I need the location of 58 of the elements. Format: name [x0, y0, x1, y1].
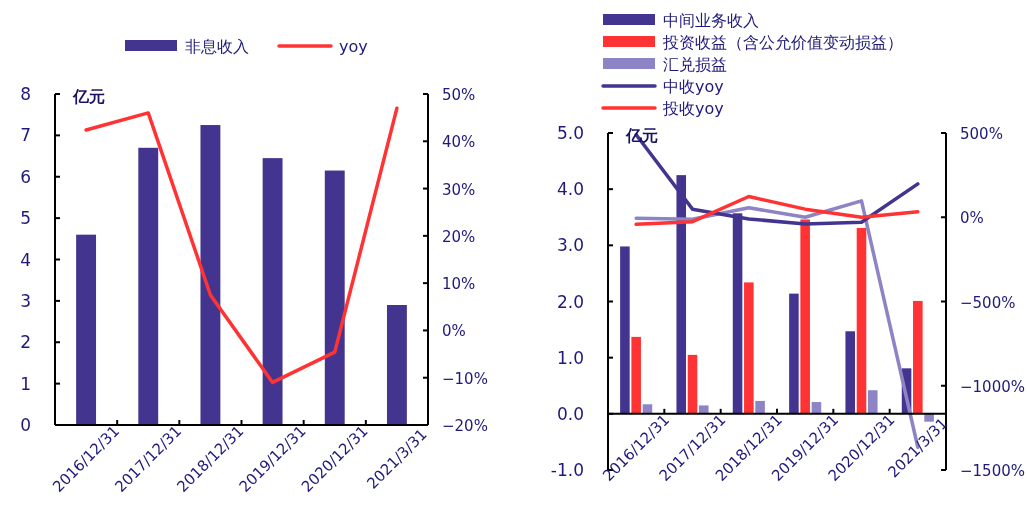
- bar: [76, 234, 97, 425]
- bar: [913, 300, 923, 414]
- bar: [200, 125, 221, 425]
- y2-tick-label: 10%: [442, 275, 476, 294]
- legend-label: 投资收益（含公允价值变动损益）: [662, 33, 903, 52]
- y-tick-label: 6: [20, 166, 31, 187]
- y-tick-label: 2: [20, 332, 31, 353]
- y-tick-label: -1.0: [550, 460, 584, 480]
- bar: [324, 170, 345, 425]
- bar: [789, 293, 799, 414]
- y2-tick-label: 50%: [442, 86, 476, 104]
- y-tick-label: 0: [20, 415, 31, 435]
- legend-label: 中间业务收入: [663, 11, 759, 30]
- y2-tick-label: −500%: [960, 293, 1016, 312]
- legend-label: 投收yoy: [662, 99, 724, 118]
- bar: [698, 405, 709, 414]
- y-tick-label: 4: [20, 249, 31, 270]
- y2-tick-label: 40%: [442, 133, 476, 152]
- y2-tick-label: −1500%: [960, 462, 1025, 480]
- y-tick-label: 5.0: [556, 123, 584, 143]
- line-series: [634, 194, 920, 227]
- y-tick-label: 4.0: [556, 179, 584, 200]
- y-tick-label: 8: [20, 84, 31, 104]
- y2-tick-label: 0%: [960, 209, 984, 228]
- bar: [755, 400, 765, 414]
- y-tick-label: 3: [20, 290, 31, 311]
- bar: [262, 158, 283, 425]
- y-tick-label: 7: [20, 125, 31, 146]
- y-tick-label: 2.0: [556, 291, 584, 312]
- y2-tick-label: −20%: [442, 417, 488, 435]
- y2-tick-label: 0%: [442, 322, 466, 341]
- bar: [867, 390, 878, 414]
- y2-tick-label: −1000%: [960, 377, 1025, 396]
- bar: [138, 147, 159, 425]
- y-tick-label: 1: [20, 373, 31, 394]
- bar: [631, 336, 641, 414]
- y-tick-label: 5: [20, 208, 31, 229]
- bar: [620, 246, 630, 414]
- bar: [386, 305, 407, 425]
- bar: [845, 331, 856, 414]
- y2-tick-label: 30%: [442, 180, 476, 199]
- line-series: [84, 106, 399, 385]
- legend-label: yoy: [339, 37, 368, 56]
- y-axis-title: 亿元: [72, 87, 105, 106]
- y2-tick-label: −10%: [442, 369, 488, 388]
- legend-label: 汇兑损益: [663, 55, 727, 74]
- bar: [856, 227, 867, 414]
- y-tick-label: 0.0: [556, 403, 584, 424]
- legend-label: 非息收入: [185, 37, 249, 56]
- bar: [687, 354, 698, 414]
- y-tick-label: 3.0: [556, 235, 584, 256]
- legend-label: 中收yoy: [663, 77, 724, 96]
- bar: [744, 282, 754, 414]
- y2-tick-label: 20%: [442, 227, 476, 246]
- bar: [800, 219, 810, 414]
- y-tick-label: 1.0: [556, 347, 584, 368]
- y2-tick-label: 500%: [960, 125, 1003, 143]
- y-axis-title: 亿元: [625, 126, 658, 145]
